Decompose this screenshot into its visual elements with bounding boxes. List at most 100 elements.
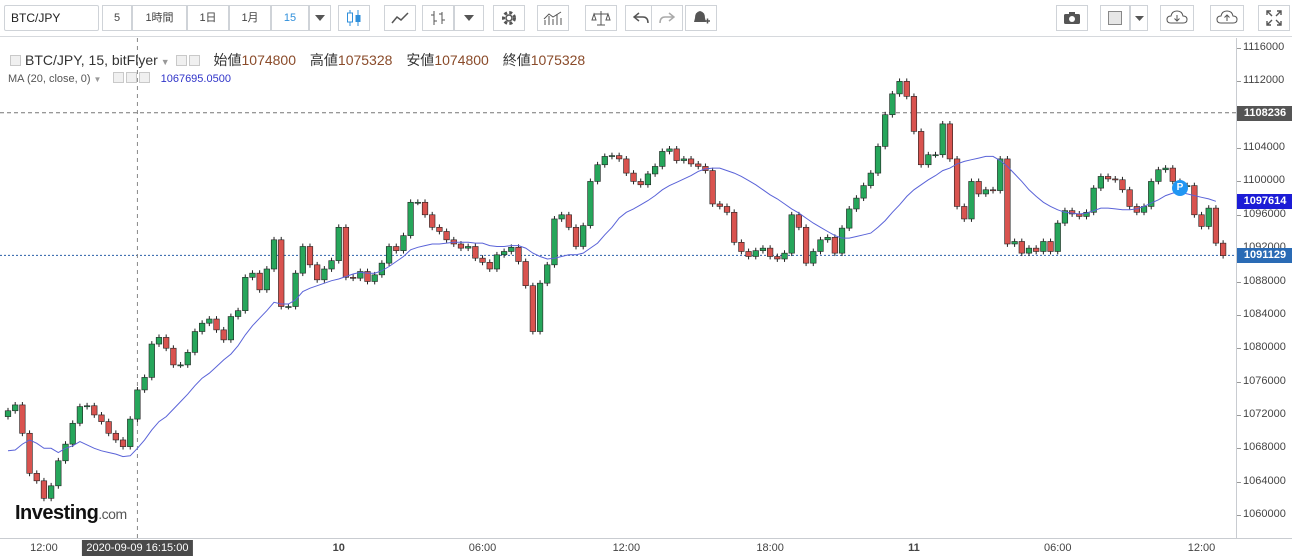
candle-body — [810, 251, 817, 264]
chart-type-dropdown[interactable] — [454, 5, 484, 31]
redo-button[interactable] — [651, 5, 683, 31]
candle-body — [759, 247, 767, 251]
color-button[interactable] — [1100, 5, 1130, 31]
alert-button[interactable] — [685, 5, 717, 31]
candle-body — [364, 271, 371, 282]
load-layout-button[interactable] — [1160, 5, 1194, 31]
interval-1h-button[interactable]: 1時間 — [132, 5, 187, 31]
candle-body — [141, 377, 148, 391]
candle-body — [637, 181, 644, 186]
settings-button[interactable] — [493, 5, 525, 31]
fullscreen-button[interactable] — [1258, 5, 1290, 31]
symbol-input[interactable]: BTC/JPY — [4, 5, 99, 31]
candlestick-button[interactable] — [338, 5, 370, 31]
candle-body — [465, 246, 472, 249]
candle-body — [119, 439, 127, 447]
price-tick-label: 1100000 — [1243, 174, 1286, 187]
candle-body — [328, 260, 335, 270]
candle-body — [400, 235, 407, 251]
chart-area[interactable]: BTC/JPY, 15, bitFlyer ▼ 始値1074800 高値10753… — [0, 38, 1236, 538]
time-axis[interactable]: 12:00 10 06:00 12:00 18:00 11 06:00 12:00 2020-0… — [0, 538, 1292, 557]
candle-body — [234, 310, 242, 317]
save-layout-button[interactable] — [1210, 5, 1244, 31]
alert-icon — [694, 11, 710, 24]
chevron-down-icon[interactable]: ▼ — [160, 57, 170, 67]
indicators-button[interactable] — [537, 5, 569, 31]
chevron-down-icon — [464, 15, 474, 21]
candle-body — [1162, 167, 1169, 171]
candle-body — [263, 268, 270, 291]
area-chart-icon — [391, 12, 409, 24]
candle-body — [968, 181, 975, 220]
interval-1m-button[interactable]: 1月 — [229, 5, 271, 31]
price-tick-mark — [1237, 281, 1241, 283]
interval-15-button[interactable]: 15 — [271, 5, 309, 31]
candle-body — [687, 158, 695, 165]
price-tick-mark — [1237, 381, 1241, 383]
color-dropdown[interactable] — [1130, 5, 1148, 31]
candle-body — [314, 264, 321, 281]
candle-body — [522, 261, 529, 286]
candle-body — [651, 166, 659, 175]
visibility-icon[interactable] — [175, 55, 187, 66]
candle-body — [989, 189, 997, 192]
candle-body — [925, 154, 932, 166]
candle-body — [982, 189, 989, 195]
position-marker[interactable]: P — [1171, 180, 1188, 197]
candle-body — [788, 214, 795, 254]
candle-body — [529, 285, 536, 332]
interval-5-button[interactable]: 5 — [102, 5, 132, 31]
candle-body — [774, 256, 781, 260]
candle-body — [997, 158, 1004, 191]
interval-1d-button[interactable]: 1日 — [187, 5, 229, 31]
candle-body — [896, 81, 903, 95]
price-tick-mark — [1237, 448, 1241, 450]
price-tick-mark — [1237, 148, 1241, 150]
candle-body — [19, 404, 26, 434]
visibility-icon[interactable] — [112, 72, 124, 83]
candle-body — [436, 226, 443, 232]
color-swatch-icon — [1108, 11, 1122, 25]
cloud-save-icon — [1216, 10, 1238, 24]
price-plot[interactable] — [0, 38, 1236, 538]
candle-body — [1069, 210, 1076, 215]
candle-body — [824, 237, 831, 241]
candle-body — [163, 337, 170, 349]
area-chart-button[interactable] — [384, 5, 416, 31]
candle-body — [457, 243, 465, 249]
collapse-legend-icon[interactable] — [10, 55, 21, 66]
chevron-down-icon[interactable]: ▼ — [93, 75, 102, 84]
candle-body — [414, 201, 421, 204]
candle-body — [105, 421, 112, 434]
interval-dropdown[interactable] — [309, 5, 331, 31]
high-label: 高値 — [309, 52, 338, 68]
gear-icon — [502, 11, 516, 25]
price-axis[interactable]: 1060000 1064000 1068000 1072000 1076000 10800… — [1236, 38, 1292, 538]
time-tick-label: 06:00 — [1043, 542, 1072, 554]
candle-body — [493, 254, 501, 270]
candle-body — [242, 277, 249, 311]
candle-body — [1040, 241, 1047, 252]
screenshot-button[interactable] — [1056, 5, 1088, 31]
candle-body — [1004, 158, 1011, 245]
candle-body — [1018, 241, 1025, 254]
candle-body — [40, 480, 48, 499]
bar-chart-button[interactable] — [422, 5, 454, 31]
camera-icon — [1064, 12, 1080, 24]
settings-icon[interactable] — [125, 72, 137, 83]
price-tick-mark — [1237, 348, 1241, 350]
compare-button[interactable] — [585, 5, 617, 31]
candle-body — [536, 282, 544, 332]
settings-icon[interactable] — [188, 55, 200, 66]
price-tick-mark — [1237, 414, 1241, 416]
close-icon[interactable] — [138, 72, 150, 83]
candle-body — [350, 277, 357, 279]
candle-body — [421, 201, 429, 216]
price-tick-label: 1064000 — [1243, 474, 1286, 487]
price-tick-label: 1080000 — [1243, 341, 1286, 354]
candle-body — [83, 405, 91, 408]
candle-body — [306, 246, 314, 266]
candle-body — [91, 405, 98, 416]
time-tick-label: 12:00 — [30, 542, 58, 554]
candle-body — [910, 96, 918, 132]
